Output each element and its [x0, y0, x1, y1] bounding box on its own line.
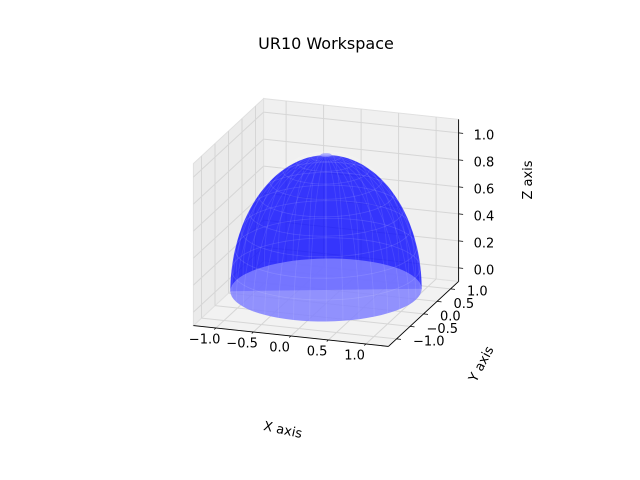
- surface-longitude-line: [242, 154, 327, 307]
- z-tick-label: 0.4: [474, 210, 495, 225]
- surface-longitude-line: [325, 153, 410, 274]
- x-tick-mark: [251, 331, 254, 334]
- surface-latitude-line: [231, 237, 421, 301]
- surface-longitude-line: [325, 154, 421, 284]
- surface-longitude-line: [325, 154, 375, 317]
- dome-base-disk: [230, 258, 422, 322]
- z-gridline-left: [193, 192, 264, 259]
- surface-latitude-line: [248, 184, 404, 237]
- z-tick-label: 1.0: [474, 129, 495, 144]
- surface-latitude-line: [269, 161, 383, 200]
- surface-latitude-line: [295, 151, 357, 172]
- y-axis-label: Y axis: [466, 344, 498, 386]
- z-gridline-left: [193, 165, 264, 232]
- hemisphere-surface: [229, 150, 423, 322]
- surface-longitude-line: [325, 152, 388, 266]
- z-tick-label: 0.8: [474, 156, 495, 171]
- z-gridline-back: [263, 111, 459, 134]
- surface-mesh: [229, 150, 423, 322]
- x-tick-label: 1.0: [344, 349, 365, 364]
- surface-longitude-line: [293, 154, 327, 321]
- axis-ticks: −1.0 −0.5 0.0 0.5 1.0−1.0−0.50.00.51.00.00.2…: [189, 129, 494, 364]
- surface-longitude-line: [325, 154, 417, 279]
- surface-longitude-line: [325, 154, 423, 289]
- surface-longitude-line: [235, 154, 327, 281]
- x-tick-label: 0.5: [307, 345, 328, 360]
- x-tick-mark: [214, 327, 217, 330]
- surface-longitude-line: [325, 150, 343, 259]
- surface-longitude-line: [325, 154, 421, 295]
- surface-longitude-line: [252, 154, 327, 312]
- surface-longitude-line: [325, 154, 417, 300]
- z-gridline-left: [193, 138, 264, 205]
- surface-longitude-line: [278, 154, 327, 318]
- surface-longitude-line: [325, 151, 359, 261]
- surface-latitude-line: [234, 217, 418, 279]
- z-axis-label: Z axis: [521, 160, 536, 199]
- surface-longitude-line: [325, 154, 400, 310]
- dome-back-shell: [230, 155, 422, 292]
- surface-longitude-line: [235, 154, 327, 302]
- surface-longitude-line: [277, 152, 327, 264]
- y-gridline-floor: [201, 317, 397, 340]
- chart-title: UR10 Workspace: [258, 34, 394, 53]
- surface-longitude-line: [308, 151, 327, 260]
- y-tick-label: 0.5: [454, 297, 475, 312]
- surface-longitude-line: [292, 151, 327, 261]
- x-tick-mark: [289, 335, 292, 338]
- z-gridline-back: [263, 138, 459, 161]
- x-tick-label: −1.0: [189, 333, 221, 348]
- surface-latitude-line: [240, 200, 412, 258]
- z-tick-label: 0.0: [474, 264, 495, 279]
- x-tick-label: −0.5: [226, 337, 258, 352]
- surface-longitude-line: [263, 152, 327, 267]
- surface-longitude-line: [309, 154, 327, 322]
- y-tick-label: 0.0: [440, 310, 461, 325]
- surface-longitude-line: [242, 153, 327, 276]
- surface-longitude-line: [264, 154, 327, 315]
- surface-longitude-line: [325, 151, 374, 263]
- y-tick-label: −0.5: [427, 322, 459, 337]
- surface-longitude-line: [325, 154, 389, 314]
- surface-longitude-line: [231, 154, 327, 286]
- x-axis-label: X axis: [262, 419, 304, 442]
- y-tick-label: −1.0: [413, 335, 445, 350]
- surface-latitude-line: [282, 154, 370, 185]
- surface-longitude-line: [325, 152, 400, 269]
- x-tick-label: 0.0: [269, 341, 290, 356]
- x-tick-mark: [326, 339, 329, 342]
- z-tick-label: 0.2: [474, 237, 495, 252]
- x-tick-mark: [364, 343, 367, 346]
- surface-longitude-line: [325, 154, 344, 321]
- surface-longitude-line: [325, 154, 410, 305]
- surface-latitude-line: [310, 151, 342, 163]
- z-gridline-left: [193, 111, 264, 178]
- surface-longitude-line: [229, 154, 327, 292]
- surface-latitude-line: [257, 171, 395, 218]
- dome-top-cap: [320, 153, 332, 157]
- surface-longitude-line: [252, 153, 327, 271]
- surface-longitude-line: [325, 154, 360, 320]
- z-tick-label: 0.6: [474, 183, 495, 198]
- y-tick-label: 1.0: [467, 285, 488, 300]
- surface-longitude-line: [231, 154, 327, 297]
